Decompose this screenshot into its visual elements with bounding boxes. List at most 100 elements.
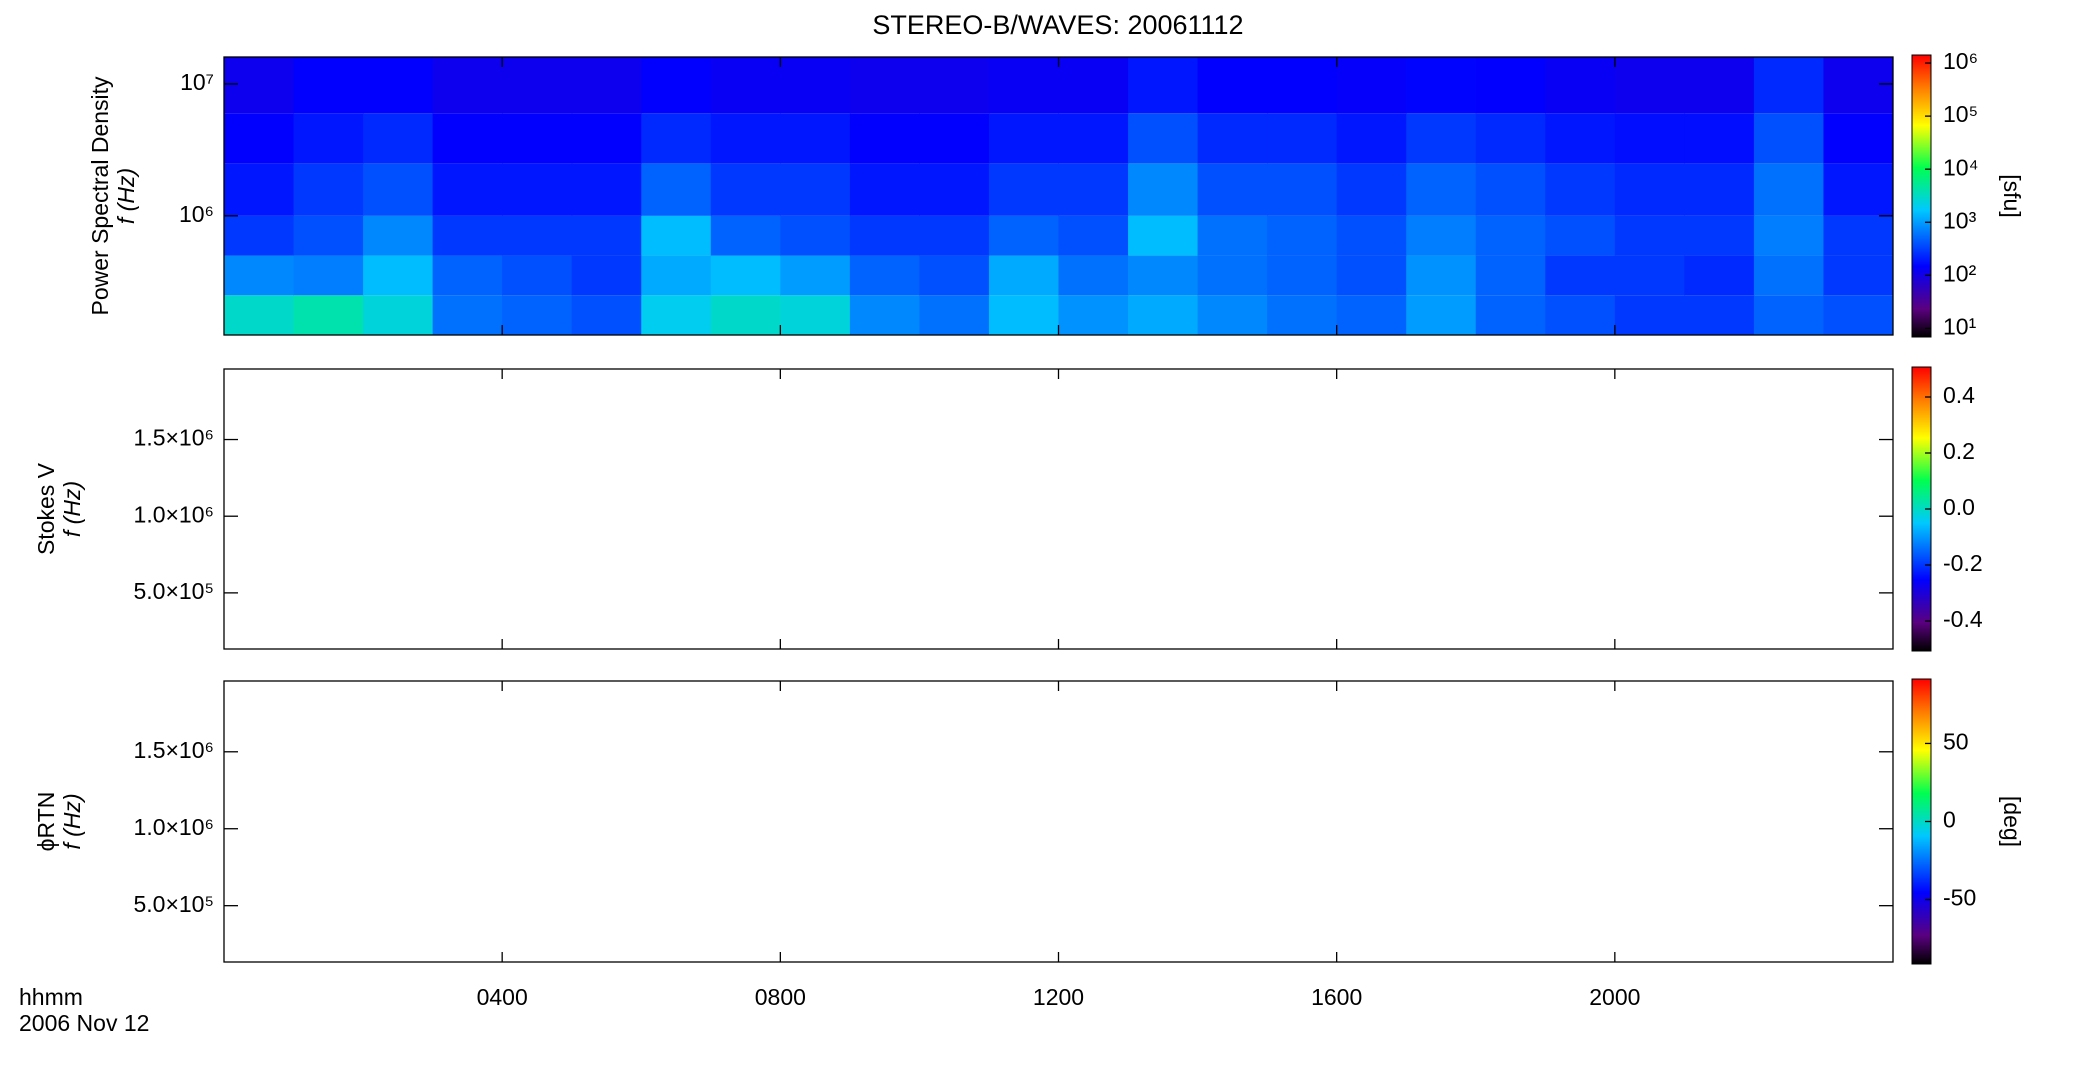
colorbar-tick-label: 0.0 xyxy=(1943,494,1975,520)
heatmap-cell xyxy=(780,295,851,335)
y-tick-label: 1.0×10⁶ xyxy=(134,814,214,840)
heatmap-cell xyxy=(1128,163,1199,216)
heatmap-cell xyxy=(1684,113,1755,164)
heatmap-cell xyxy=(710,163,781,216)
heatmap-cell xyxy=(710,295,781,335)
y-tick-label: 10⁶ xyxy=(179,201,214,227)
heatmap-cell xyxy=(988,113,1059,164)
heatmap-cell xyxy=(224,215,295,256)
y-tick-label: 1.0×10⁶ xyxy=(134,501,214,527)
heatmap-cell xyxy=(710,57,781,114)
heatmap-cell xyxy=(502,113,573,164)
heatmap-cell xyxy=(919,295,990,335)
heatmap-cell xyxy=(1545,255,1616,296)
colorbar-tick-label: 0.4 xyxy=(1943,382,1975,408)
y-tick-label: 10⁷ xyxy=(180,69,214,95)
heatmap-cell xyxy=(502,57,573,114)
y-axis-title: Stokes V xyxy=(33,462,59,555)
y-tick-label: 1.5×10⁶ xyxy=(134,737,214,763)
heatmap-cell xyxy=(1128,255,1199,296)
heatmap-cell xyxy=(1128,215,1199,256)
colorbar-tick-label: -50 xyxy=(1943,885,1976,911)
heatmap-cell xyxy=(432,113,503,164)
heatmap-cell xyxy=(1197,295,1268,335)
heatmap-cell xyxy=(1614,255,1685,296)
heatmap-cell xyxy=(641,163,712,216)
heatmap-cell xyxy=(1475,113,1546,164)
heatmap-cell xyxy=(1475,163,1546,216)
heatmap-cell xyxy=(849,295,920,335)
y-axis-title: f (Hz) xyxy=(59,481,85,537)
heatmap-cell xyxy=(1823,255,1894,296)
y-axis-title: ϕRTN xyxy=(33,792,59,852)
heatmap-cell xyxy=(1406,113,1477,164)
x-tick-label: 0800 xyxy=(755,984,806,1010)
heatmap-cell xyxy=(1614,295,1685,335)
heatmap-cell xyxy=(1753,255,1824,296)
heatmap-cell xyxy=(1614,57,1685,114)
heatmap-cell xyxy=(1545,57,1616,114)
heatmap-cell xyxy=(571,215,642,256)
heatmap-cell xyxy=(780,255,851,296)
plot-frame xyxy=(223,368,1894,650)
heatmap-cell xyxy=(919,57,990,114)
heatmap-cell xyxy=(1823,113,1894,164)
colorbar-tick-label: 0 xyxy=(1943,807,1956,833)
heatmap-cell xyxy=(1545,163,1616,216)
colorbar-title: [sfu] xyxy=(1999,174,2025,217)
heatmap-cell xyxy=(1336,215,1407,256)
heatmap-cell xyxy=(1614,215,1685,256)
heatmap-cell xyxy=(502,215,573,256)
colorbar-tick-label: 10⁶ xyxy=(1943,48,1978,74)
heatmap-cell xyxy=(1058,113,1129,164)
heatmap-cell xyxy=(1545,295,1616,335)
heatmap-cell xyxy=(363,295,434,335)
heatmap-cell xyxy=(1545,113,1616,164)
heatmap-cell xyxy=(849,163,920,216)
heatmap-cell xyxy=(224,113,295,164)
x-tick-label: 1200 xyxy=(1033,984,1084,1010)
heatmap-cell xyxy=(571,295,642,335)
heatmap-cell xyxy=(363,163,434,216)
heatmap-cell xyxy=(1545,215,1616,256)
y-axis-title: f (Hz) xyxy=(59,793,85,849)
heatmap-cell xyxy=(780,215,851,256)
colorbar-tick-label: 0.2 xyxy=(1943,438,1975,464)
y-tick-label: 5.0×10⁵ xyxy=(133,891,214,917)
heatmap-cell xyxy=(1475,57,1546,114)
heatmap-cell xyxy=(1753,163,1824,216)
y-tick-label: 5.0×10⁵ xyxy=(133,578,214,604)
heatmap-cell xyxy=(849,255,920,296)
heatmap-cell xyxy=(1753,57,1824,114)
heatmap-cell xyxy=(849,113,920,164)
heatmap-cell xyxy=(1406,215,1477,256)
heatmap-cell xyxy=(1058,255,1129,296)
x-tick-label: 0400 xyxy=(477,984,528,1010)
colorbar-title: [deg] xyxy=(1999,796,2025,847)
heatmap-cell xyxy=(363,113,434,164)
heatmap-cell xyxy=(1058,295,1129,335)
heatmap-cell xyxy=(641,215,712,256)
heatmap-cell xyxy=(988,215,1059,256)
heatmap-cell xyxy=(432,255,503,296)
heatmap-cell xyxy=(1823,215,1894,256)
heatmap-cell xyxy=(710,215,781,256)
heatmap-cell xyxy=(571,255,642,296)
heatmap-cell xyxy=(224,295,295,335)
heatmap-cell xyxy=(1406,57,1477,114)
heatmap-cell xyxy=(432,295,503,335)
heatmap-cell xyxy=(1058,215,1129,256)
heatmap-cell xyxy=(363,255,434,296)
heatmap-cell xyxy=(1684,255,1755,296)
heatmap-cell xyxy=(1753,295,1824,335)
heatmap-cell xyxy=(710,113,781,164)
heatmap-cell xyxy=(1614,113,1685,164)
heatmap-cell xyxy=(1823,57,1894,114)
heatmap-cell xyxy=(293,113,364,164)
heatmap-cell xyxy=(1684,57,1755,114)
heatmap-cell xyxy=(1684,163,1755,216)
heatmap-cell xyxy=(849,215,920,256)
heatmap-cell xyxy=(1475,255,1546,296)
heatmap-cell xyxy=(1058,163,1129,216)
